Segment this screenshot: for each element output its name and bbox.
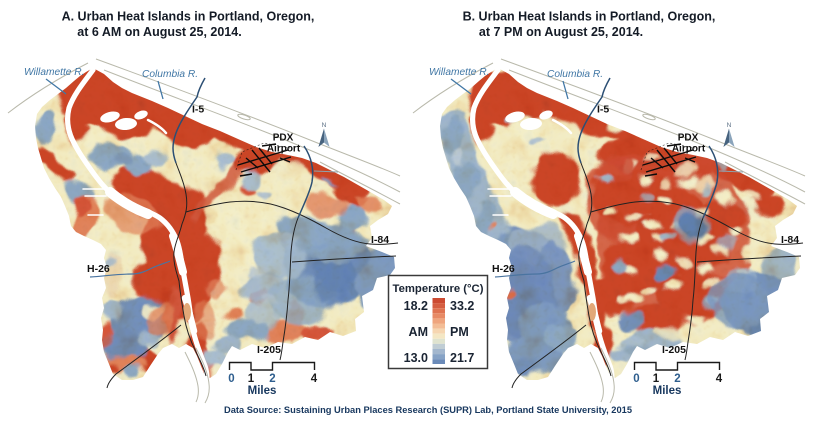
svg-text:H-26: H-26 [87, 263, 110, 275]
svg-text:I-205: I-205 [662, 344, 686, 356]
svg-text:1: 1 [653, 373, 660, 385]
svg-text:1: 1 [248, 373, 255, 385]
svg-text:I-205: I-205 [257, 344, 281, 356]
svg-text:Airport: Airport [267, 144, 301, 155]
svg-text:0: 0 [633, 373, 639, 385]
svg-text:PM: PM [450, 325, 469, 339]
svg-text:Columbia R.: Columbia R. [142, 69, 198, 80]
svg-text:I-84: I-84 [371, 234, 389, 246]
svg-text:2: 2 [674, 373, 680, 385]
svg-text:Temperature (°C): Temperature (°C) [393, 283, 484, 295]
svg-text:at 7 PM on August 25, 2014.: at 7 PM on August 25, 2014. [479, 25, 643, 39]
svg-text:Columbia R.: Columbia R. [547, 69, 603, 80]
svg-text:Miles: Miles [653, 385, 682, 397]
svg-text:4: 4 [311, 373, 318, 385]
svg-text:I-5: I-5 [597, 104, 609, 116]
svg-text:0: 0 [228, 373, 234, 385]
svg-text:2: 2 [269, 373, 275, 385]
svg-text:21.7: 21.7 [450, 351, 474, 365]
svg-text:Miles: Miles [248, 385, 277, 397]
svg-text:Airport: Airport [672, 144, 706, 155]
svg-text:Data Source: Sustaining Urban: Data Source: Sustaining Urban Places Res… [224, 405, 632, 415]
svg-text:B. Urban Heat Islands in Portl: B. Urban Heat Islands in Portland, Orego… [463, 10, 716, 24]
svg-text:H-26: H-26 [492, 263, 515, 275]
svg-text:PDX: PDX [678, 133, 699, 144]
svg-text:PDX: PDX [273, 133, 294, 144]
svg-text:Willamette R.: Willamette R. [24, 67, 84, 78]
svg-text:AM: AM [409, 325, 428, 339]
svg-text:4: 4 [716, 373, 723, 385]
svg-text:A. Urban Heat Islands in Portl: A. Urban Heat Islands in Portland, Orego… [62, 10, 315, 24]
svg-text:33.2: 33.2 [450, 299, 474, 313]
svg-text:18.2: 18.2 [404, 299, 428, 313]
svg-text:I-84: I-84 [781, 234, 799, 246]
svg-text:Willamette R.: Willamette R. [429, 67, 489, 78]
svg-text:at 6 AM on August 25, 2014.: at 6 AM on August 25, 2014. [77, 25, 241, 39]
svg-text:I-5: I-5 [192, 104, 204, 116]
svg-text:13.0: 13.0 [404, 351, 428, 365]
